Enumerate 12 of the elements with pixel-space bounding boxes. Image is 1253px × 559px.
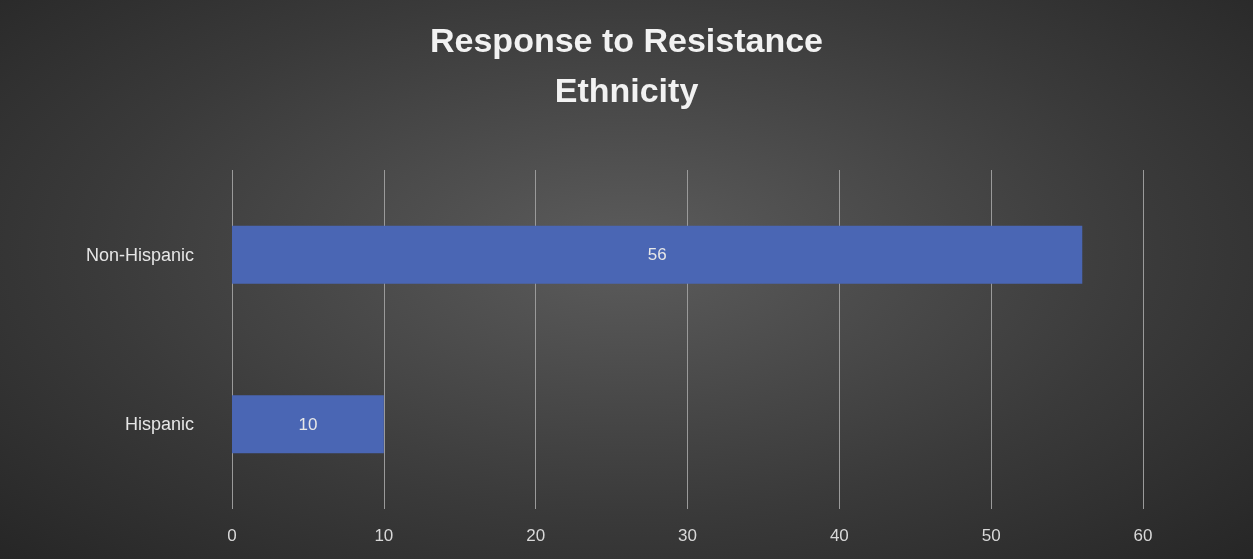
data-label: 10	[298, 414, 318, 434]
y-tick-label: Non-Hispanic	[85, 244, 194, 265]
chart-title: Response to Resistance Ethnicity	[429, 21, 824, 109]
x-tick-label: 30	[678, 526, 697, 545]
x-tick-label: 50	[981, 526, 1001, 545]
x-tick-label: 60	[1133, 526, 1153, 545]
y-tick-label: Hispanic	[124, 414, 194, 435]
x-tick-label: 10	[374, 526, 394, 545]
x-tick-label: 0	[227, 526, 237, 545]
x-tick-label: 20	[526, 526, 546, 545]
x-tick-label: 40	[829, 526, 849, 545]
data-label: 56	[647, 245, 667, 265]
